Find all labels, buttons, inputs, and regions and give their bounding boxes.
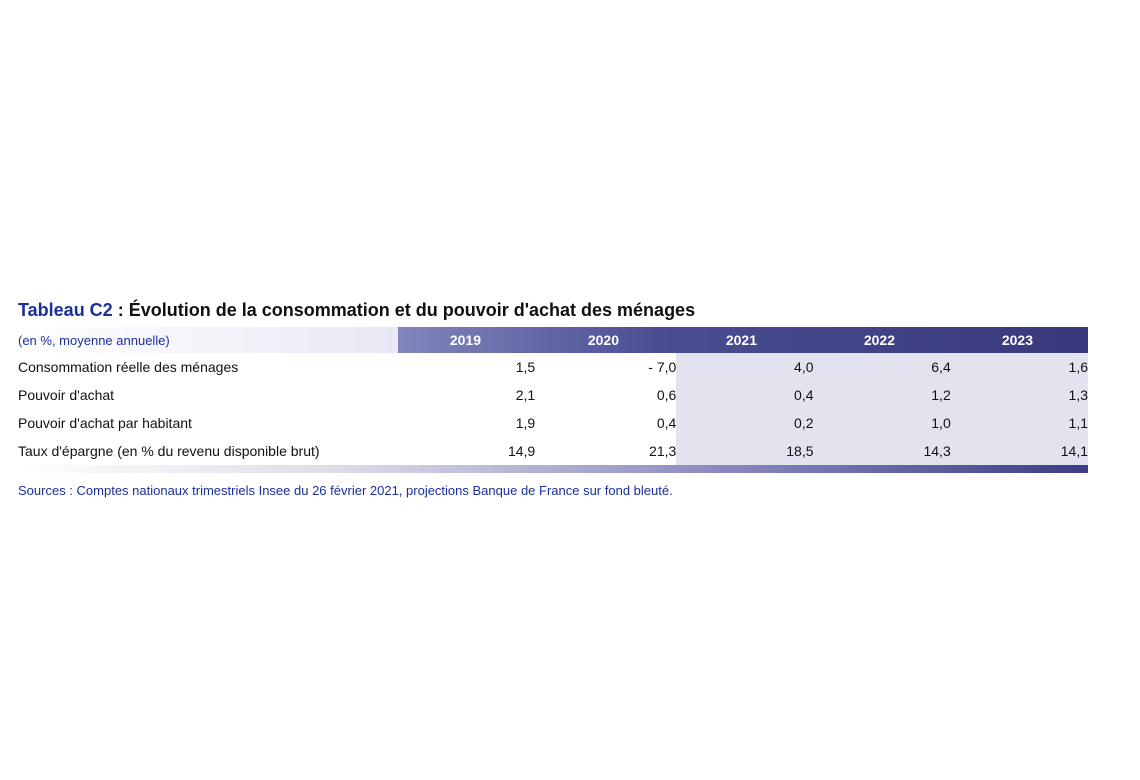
cell-value: 4,0	[676, 353, 813, 381]
cell-value: 1,0	[814, 409, 951, 437]
table-row: Pouvoir d'achat2,10,60,41,21,3	[18, 381, 1088, 409]
cell-value: 1,1	[951, 409, 1088, 437]
cell-value: 14,1	[951, 437, 1088, 465]
cell-value: 1,5	[398, 353, 535, 381]
cell-value: 18,5	[676, 437, 813, 465]
cell-value: 21,3	[535, 437, 676, 465]
table-title-code: Tableau C2	[18, 300, 113, 320]
unit-note: (en %, moyenne annuelle)	[18, 327, 398, 353]
cell-value: 14,9	[398, 437, 535, 465]
year-header: 2019	[398, 332, 536, 348]
row-label: Consommation réelle des ménages	[18, 353, 398, 381]
table-row: Consommation réelle des ménages1,5- 7,04…	[18, 353, 1088, 381]
cell-value: 1,2	[814, 381, 951, 409]
cell-value: 6,4	[814, 353, 951, 381]
table-bottom-rule	[18, 465, 1088, 473]
row-label: Pouvoir d'achat par habitant	[18, 409, 398, 437]
table-container: Tableau C2 : Évolution de la consommatio…	[18, 300, 1088, 498]
row-label: Pouvoir d'achat	[18, 381, 398, 409]
data-table: Consommation réelle des ménages1,5- 7,04…	[18, 353, 1088, 465]
year-header: 2021	[674, 332, 812, 348]
year-header: 2020	[536, 332, 674, 348]
table-header-row: (en %, moyenne annuelle) 2019 2020 2021 …	[18, 327, 1088, 353]
cell-value: 0,4	[676, 381, 813, 409]
cell-value: 0,4	[535, 409, 676, 437]
table-row: Pouvoir d'achat par habitant1,90,40,21,0…	[18, 409, 1088, 437]
row-label: Taux d'épargne (en % du revenu disponibl…	[18, 437, 398, 465]
year-header: 2023	[950, 332, 1088, 348]
table-title-sep: :	[113, 300, 129, 320]
cell-value: - 7,0	[535, 353, 676, 381]
cell-value: 1,6	[951, 353, 1088, 381]
cell-value: 1,9	[398, 409, 535, 437]
cell-value: 14,3	[814, 437, 951, 465]
table-row: Taux d'épargne (en % du revenu disponibl…	[18, 437, 1088, 465]
cell-value: 0,6	[535, 381, 676, 409]
table-title-text: Évolution de la consommation et du pouvo…	[129, 300, 695, 320]
cell-value: 2,1	[398, 381, 535, 409]
table-title: Tableau C2 : Évolution de la consommatio…	[18, 300, 1088, 321]
source-note: Sources : Comptes nationaux trimestriels…	[18, 483, 1088, 498]
cell-value: 0,2	[676, 409, 813, 437]
year-header: 2022	[812, 332, 950, 348]
cell-value: 1,3	[951, 381, 1088, 409]
